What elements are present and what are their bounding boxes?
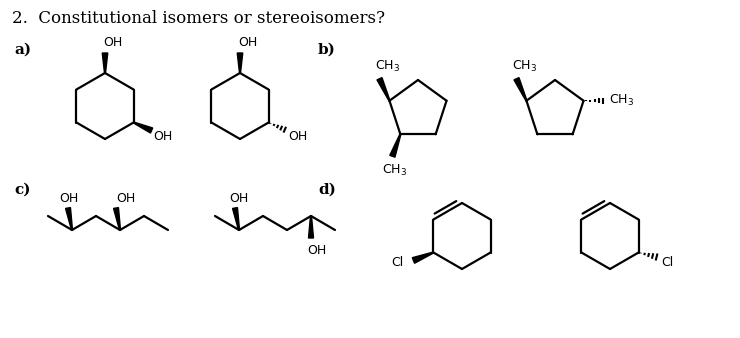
Text: OH: OH [289, 130, 308, 143]
Polygon shape [238, 53, 243, 73]
Polygon shape [133, 122, 152, 133]
Polygon shape [232, 208, 240, 230]
Text: OH: OH [307, 243, 326, 257]
Polygon shape [66, 208, 73, 230]
Text: CH$_3$: CH$_3$ [608, 93, 633, 108]
Text: b): b) [318, 43, 336, 57]
Text: CH$_3$: CH$_3$ [383, 163, 408, 178]
Text: a): a) [14, 43, 31, 57]
Text: OH: OH [238, 35, 258, 48]
Polygon shape [377, 78, 390, 101]
Text: d): d) [318, 183, 336, 197]
Text: c): c) [14, 183, 30, 197]
Polygon shape [390, 134, 401, 157]
Polygon shape [113, 208, 121, 230]
Text: OH: OH [154, 130, 173, 143]
Polygon shape [412, 252, 434, 263]
Text: CH$_3$: CH$_3$ [375, 59, 400, 74]
Text: 2.  Constitutional isomers or stereoisomers?: 2. Constitutional isomers or stereoisome… [12, 10, 385, 27]
Text: OH: OH [103, 35, 122, 48]
Polygon shape [309, 216, 314, 238]
Text: Cl: Cl [391, 256, 404, 269]
Text: OH: OH [229, 192, 248, 204]
Polygon shape [102, 53, 108, 73]
Text: CH$_3$: CH$_3$ [513, 59, 537, 74]
Text: Cl: Cl [662, 256, 674, 269]
Text: OH: OH [116, 192, 135, 204]
Polygon shape [514, 78, 527, 101]
Text: OH: OH [59, 192, 78, 204]
